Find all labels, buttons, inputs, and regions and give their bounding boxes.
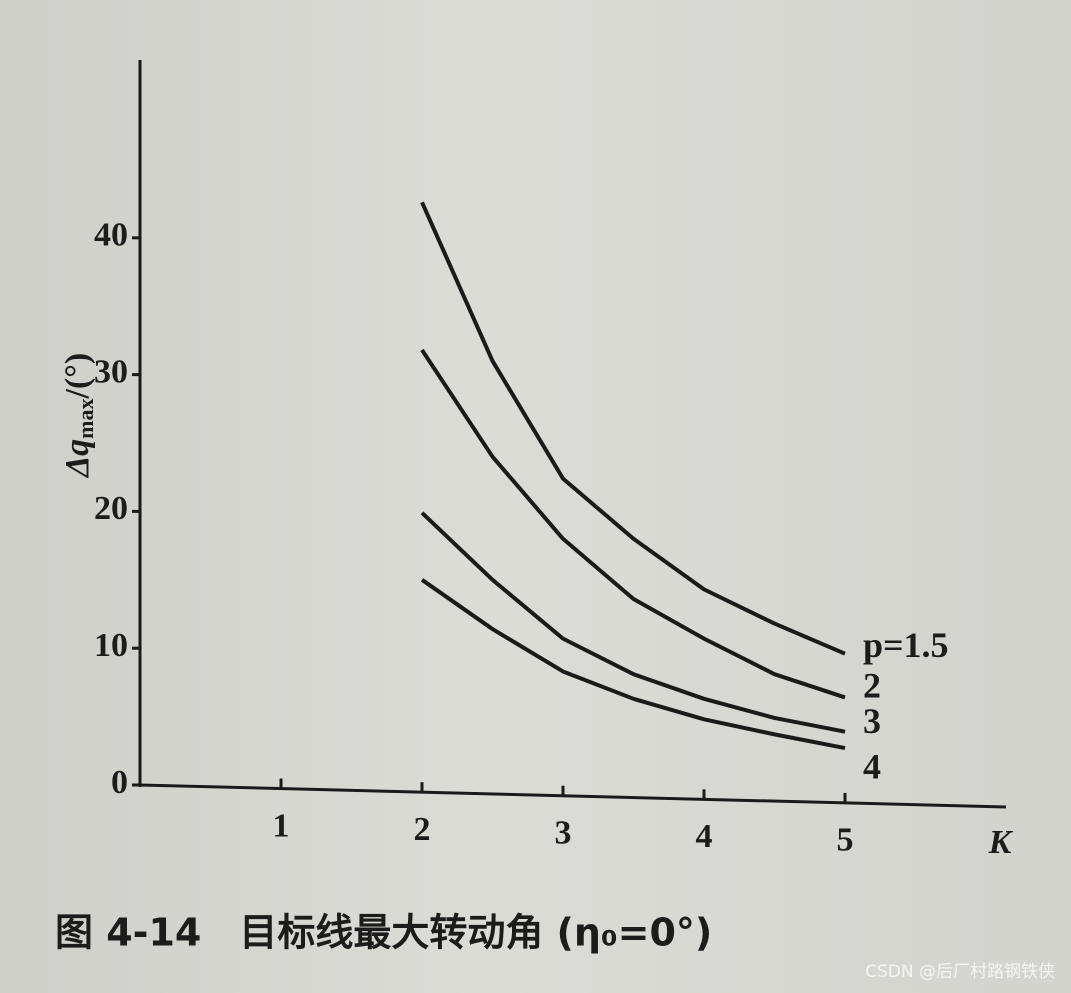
y-tick-label: 0: [111, 764, 128, 801]
x-axis: [139, 783, 1007, 809]
series-label: 4: [863, 746, 881, 786]
y-axis-label: Δqmax/(°): [59, 353, 98, 479]
y-label-subscript: max: [73, 399, 98, 439]
series-label: p=1.5: [863, 625, 949, 665]
curve: [420, 201, 846, 656]
y-tick-label: 10: [94, 627, 128, 664]
watermark: CSDN @后厂村路钢铁侠: [865, 962, 1055, 982]
y-tick-label: 30: [94, 353, 128, 390]
x-tick-label: 3: [555, 815, 572, 852]
y-label-symbol: Δq: [59, 439, 96, 479]
curve: [420, 578, 846, 751]
x-tick-label: 5: [837, 822, 854, 859]
curve: [420, 511, 846, 734]
caption: 图 4-14 目标线最大转动角 (η₀=0°): [55, 911, 712, 955]
x-tick-label: 1: [273, 807, 290, 844]
y-tick-label: 40: [94, 217, 128, 254]
y-label-unit: /(°): [59, 353, 96, 400]
y-tick-label: 20: [94, 490, 128, 527]
x-axis-label: K: [988, 824, 1014, 861]
curve: [420, 348, 846, 700]
x-tick-label: 4: [696, 818, 713, 855]
series-label: 3: [863, 701, 881, 741]
series-label: 2: [863, 666, 881, 706]
x-tick-label: 2: [414, 811, 431, 848]
